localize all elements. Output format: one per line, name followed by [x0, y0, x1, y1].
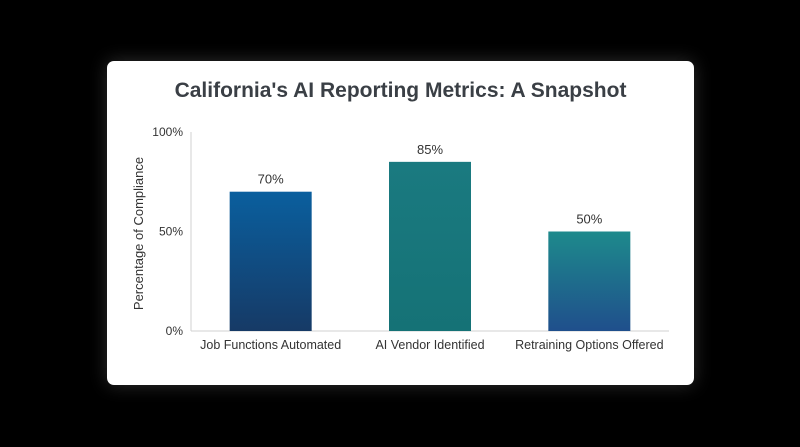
y-tick-label: 50%: [159, 225, 183, 239]
bar-chart: 0% 50% 100% Percentage of Compliance 70% Job …: [131, 125, 669, 352]
data-label-2: 50%: [576, 212, 602, 227]
data-label-1: 85%: [417, 142, 443, 157]
bar-2: [548, 231, 631, 331]
x-category-label-1: AI Vendor Identified: [375, 338, 484, 352]
chart-title: California's AI Reporting Metrics: A Sna…: [174, 79, 627, 102]
y-tick-label: 100%: [152, 125, 183, 139]
x-category-label-2: Retraining Options Offered: [515, 338, 664, 352]
y-tick-label: 0%: [166, 324, 184, 338]
data-label-0: 70%: [258, 172, 284, 187]
chart-card: California's AI Reporting Metrics: A Sna…: [107, 61, 694, 385]
x-category-label-0: Job Functions Automated: [200, 338, 341, 352]
bar-0: [229, 191, 312, 331]
bar-1: [389, 161, 471, 331]
y-axis-label: Percentage of Compliance: [131, 157, 146, 310]
